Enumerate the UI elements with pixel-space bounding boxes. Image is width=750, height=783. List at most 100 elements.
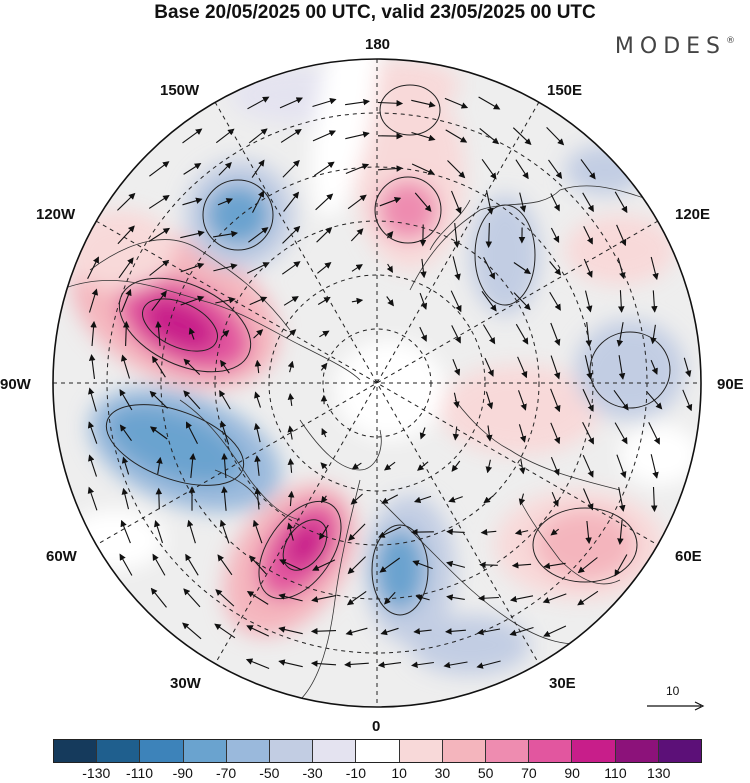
wind-arrow <box>221 452 228 479</box>
wind-arrow <box>386 231 394 239</box>
wind-arrow <box>484 357 494 377</box>
contour <box>589 331 671 409</box>
wind-arrow <box>550 193 560 212</box>
wind-arrow <box>380 627 399 636</box>
wind-arrow <box>479 127 500 145</box>
wind-arrow <box>149 390 168 409</box>
wind-arrow <box>121 456 130 475</box>
wind-arrow <box>543 562 566 570</box>
lon-label-30e: 30E <box>549 675 576 692</box>
wind-arrow <box>118 257 134 279</box>
wind-arrow <box>122 320 130 347</box>
coast-europe <box>379 499 601 645</box>
wind-arrow <box>486 425 493 442</box>
wind-arrow <box>214 623 236 639</box>
wind-arrow <box>485 190 494 215</box>
wind-arrow <box>312 559 336 571</box>
coast-asia-north <box>454 399 621 491</box>
wind-arrow <box>280 129 302 143</box>
wind-arrow <box>543 625 567 637</box>
wind-arrow <box>616 454 627 479</box>
wind-arrow <box>478 594 499 602</box>
polar-map[interactable] <box>0 0 750 735</box>
wind-arrow <box>548 159 563 179</box>
colorbar-segment <box>486 740 530 762</box>
colorbar-segment <box>529 740 573 762</box>
wind-arrow <box>346 590 367 606</box>
wind-arrow <box>648 421 660 445</box>
contour <box>202 179 274 251</box>
wind-arrow <box>253 329 264 339</box>
wind-arrow <box>150 587 167 608</box>
wind-arrow <box>248 227 269 243</box>
wind-arrow <box>213 230 238 238</box>
wind-arrow <box>87 421 98 444</box>
wind-arrow <box>246 262 270 274</box>
wind-arrow <box>319 330 330 338</box>
wind-arrow <box>254 455 261 476</box>
wind-arrow <box>117 225 135 245</box>
wind-arrow <box>613 389 629 411</box>
map-boundary <box>52 58 702 708</box>
wind-arrow <box>650 324 657 345</box>
wind-arrow <box>189 453 196 478</box>
wind-arrow <box>445 628 466 635</box>
wind-arrow <box>420 258 427 279</box>
anomaly-blue-100e <box>575 320 685 420</box>
wind-arrow <box>155 487 163 510</box>
wind-arrow <box>213 263 238 272</box>
wind-arrow <box>120 288 132 313</box>
wind-arrow <box>152 355 166 378</box>
coast-siberia <box>409 185 651 291</box>
wind-arrow <box>253 422 261 443</box>
wind-arrow <box>481 158 497 180</box>
wind-arrow <box>88 288 99 313</box>
colorbar-tick-label: -10 <box>345 765 366 781</box>
reference-vector-label: 10 <box>666 684 680 698</box>
wind-arrow <box>549 261 562 276</box>
wind-arrow <box>348 523 366 541</box>
white-patch-west <box>65 510 165 570</box>
wind-arrow <box>254 391 262 408</box>
wind-arrow <box>577 590 599 606</box>
wind-arrow <box>453 392 460 409</box>
wind-arrow <box>384 461 396 471</box>
wind-arrow <box>645 390 663 410</box>
wind-arrow <box>377 661 402 668</box>
anomaly-blue-10e <box>375 530 425 610</box>
wind-arrow <box>444 97 469 109</box>
wind-arrow <box>149 426 168 440</box>
white-patch-east <box>620 425 700 485</box>
wind-arrow <box>377 99 404 107</box>
colorbar-segment <box>270 740 314 762</box>
wind-arrow <box>247 96 270 110</box>
lon-label-30w: 30W <box>170 675 201 692</box>
lon-label-90e: 90E <box>717 376 744 393</box>
wind-arrow <box>180 295 205 306</box>
wind-arrow <box>617 520 624 545</box>
colorbar-tick-label: -50 <box>259 765 280 781</box>
colorbar-segment <box>183 740 227 762</box>
wind-arrow <box>452 256 461 281</box>
wind-vectors <box>87 96 693 670</box>
coast-greenland <box>299 419 382 471</box>
wind-arrow <box>151 290 167 311</box>
wind-arrow <box>450 290 462 313</box>
lon-label-0: 0 <box>372 718 381 735</box>
wind-arrow <box>249 555 267 575</box>
wind-arrow <box>282 159 300 178</box>
contour <box>282 519 328 571</box>
wind-arrow <box>312 130 337 142</box>
wind-arrow <box>180 262 205 273</box>
colorbar-segment <box>313 740 357 762</box>
wind-arrow <box>411 131 436 142</box>
wind-arrow <box>517 356 528 379</box>
wind-arrow <box>283 296 299 306</box>
colorbar-tick-label: 50 <box>477 765 494 781</box>
wind-arrow <box>351 462 362 470</box>
wind-arrow <box>281 261 301 275</box>
wind-arrow <box>411 163 435 175</box>
wind-arrow <box>583 226 593 245</box>
contour <box>532 507 638 583</box>
wind-arrow <box>450 190 462 215</box>
